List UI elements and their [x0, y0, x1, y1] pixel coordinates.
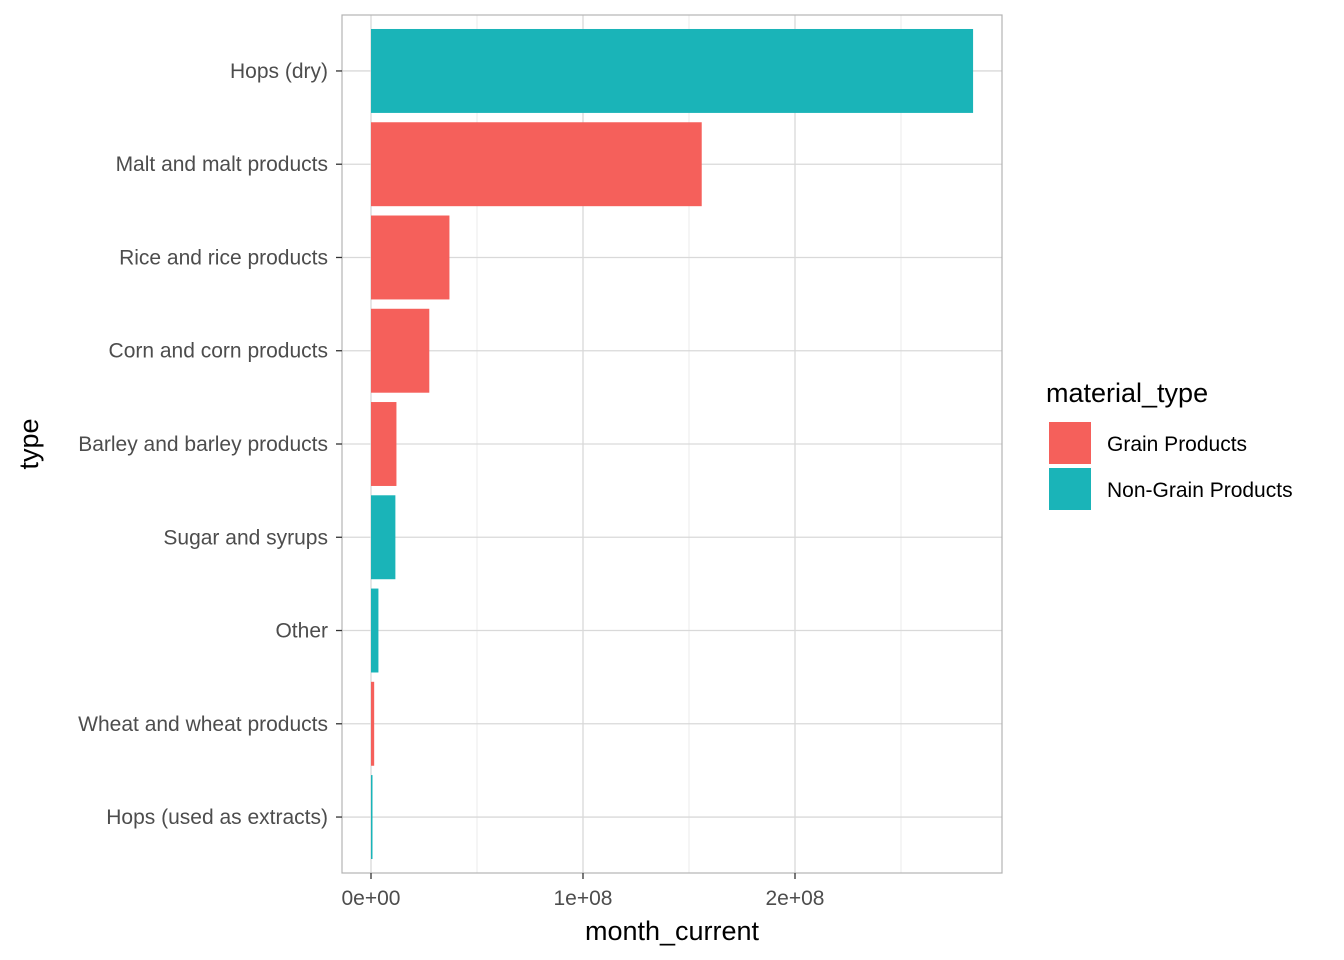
bar — [371, 681, 375, 766]
panel-grid — [342, 15, 1002, 873]
x-tick-label: 2e+08 — [766, 887, 825, 910]
y-axis-ticks: Hops (dry) Malt and malt products Rice and… — [78, 60, 342, 829]
x-axis-ticks: 0e+00 1e+08 2e+08 — [342, 873, 825, 910]
y-tick-label: Hops (dry) — [230, 60, 328, 83]
bar — [371, 588, 379, 673]
y-tick-label: Malt and malt products — [116, 153, 328, 176]
y-tick-label: Other — [275, 620, 328, 643]
legend: material_type Grain Products Non-Grain Pr… — [1046, 378, 1293, 510]
bar — [371, 495, 396, 580]
bars — [371, 28, 974, 860]
y-tick-label: Barley and barley products — [78, 433, 328, 456]
legend-entries: Grain Products Non-Grain Products — [1049, 422, 1293, 510]
y-tick-label: Wheat and wheat products — [78, 713, 328, 736]
bar — [371, 215, 450, 300]
legend-title: material_type — [1046, 378, 1208, 408]
y-axis-title: type — [14, 418, 44, 469]
x-axis-title: month_current — [585, 916, 760, 946]
bar — [371, 402, 397, 486]
x-tick-label: 0e+00 — [342, 887, 401, 910]
bar — [371, 775, 373, 860]
y-tick-label: Corn and corn products — [109, 340, 328, 363]
y-tick-label: Hops (used as extracts) — [106, 806, 328, 829]
legend-label: Grain Products — [1107, 433, 1247, 456]
bar — [371, 28, 974, 113]
y-tick-label: Rice and rice products — [119, 246, 328, 269]
bar — [371, 122, 702, 207]
y-tick-label: Sugar and syrups — [163, 526, 328, 549]
legend-swatch — [1049, 422, 1091, 464]
bar — [371, 308, 430, 393]
legend-label: Non-Grain Products — [1107, 479, 1293, 502]
x-tick-label: 1e+08 — [554, 887, 613, 910]
legend-swatch — [1049, 468, 1091, 510]
